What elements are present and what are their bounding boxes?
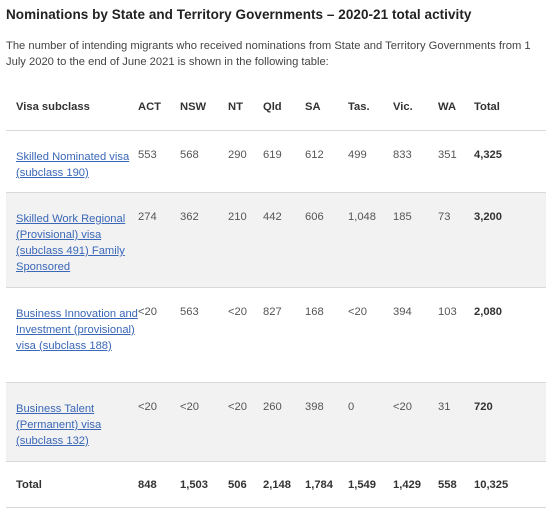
header-vic: Vic. [393, 83, 438, 131]
cell-tas: <20 [348, 306, 367, 318]
cell-sa: 168 [305, 306, 324, 318]
visa-link-subclass-491[interactable]: Skilled Work Regional (Provisional) visa… [16, 213, 126, 273]
table-row: Skilled Nominated visa (subclass 190) 55… [6, 131, 546, 193]
cell-total: 3,200 [474, 192, 546, 288]
table-row: Business Innovation and Investment (prov… [6, 288, 546, 383]
header-qld: Qld [263, 83, 305, 131]
row-label-cell: Skilled Nominated visa (subclass 190) [6, 131, 138, 193]
cell-vic: 833 [393, 149, 412, 161]
table-row: Skilled Work Regional (Provisional) visa… [6, 192, 546, 288]
nominations-table: Visa subclass ACT NSW NT Qld SA Tas. Vic… [6, 83, 546, 508]
cell-sa: 1,784 [305, 478, 333, 491]
cell-nsw: <20 [180, 382, 228, 462]
cell-nsw: 362 [180, 192, 228, 288]
cell-nsw: 563 [180, 306, 199, 318]
cell-nt: 506 [228, 478, 247, 491]
header-visa-subclass: Visa subclass [6, 83, 138, 131]
cell-sa: 612 [305, 149, 324, 161]
cell-total: 2,080 [474, 306, 502, 318]
cell-act: 553 [138, 149, 157, 161]
cell-vic: 1,429 [393, 478, 421, 491]
row-label-cell: Skilled Work Regional (Provisional) visa… [6, 192, 138, 288]
cell-nt: 290 [228, 149, 247, 161]
cell-qld: 619 [263, 149, 282, 161]
cell-nt: <20 [228, 382, 263, 462]
cell-vic: 185 [393, 192, 438, 288]
cell-nt: <20 [228, 306, 247, 318]
cell-sa: 398 [305, 382, 348, 462]
cell-total: 720 [474, 382, 546, 462]
total-row-label: Total [16, 478, 42, 491]
header-act: ACT [138, 83, 180, 131]
header-total: Total [474, 83, 546, 131]
cell-tas: 0 [348, 382, 393, 462]
cell-tas: 1,048 [348, 192, 393, 288]
header-sa: SA [305, 83, 348, 131]
cell-act: <20 [138, 382, 180, 462]
cell-nsw: 568 [180, 149, 199, 161]
header-tas: Tas. [348, 83, 393, 131]
table-total-row: Total 848 1,503 506 2,148 1,784 1,549 1,… [6, 462, 546, 508]
header-nt: NT [228, 83, 263, 131]
intro-paragraph: The number of intending migrants who rec… [6, 40, 531, 68]
cell-nsw: 1,503 [180, 478, 208, 491]
cell-vic: <20 [393, 382, 438, 462]
cell-qld: 442 [263, 192, 305, 288]
cell-vic: 394 [393, 306, 412, 318]
cell-qld: 260 [263, 382, 305, 462]
cell-tas: 1,549 [348, 478, 376, 491]
cell-grand-total: 10,325 [474, 478, 509, 491]
cell-wa: 31 [438, 382, 474, 462]
cell-total: 4,325 [474, 149, 502, 161]
visa-link-subclass-190[interactable]: Skilled Nominated visa (subclass 190) [16, 151, 130, 179]
cell-nt: 210 [228, 192, 263, 288]
table-row: Business Talent (Permanent) visa (subcla… [6, 382, 546, 462]
cell-wa: 351 [438, 149, 457, 161]
row-label-cell: Business Innovation and Investment (prov… [6, 288, 138, 383]
visa-link-subclass-188[interactable]: Business Innovation and Investment (prov… [16, 308, 138, 352]
page-title: Nominations by State and Territory Gover… [6, 7, 472, 22]
visa-link-subclass-132[interactable]: Business Talent (Permanent) visa (subcla… [16, 403, 102, 447]
row-label-cell: Business Talent (Permanent) visa (subcla… [6, 382, 138, 462]
header-nsw: NSW [180, 83, 228, 131]
cell-act: 274 [138, 192, 180, 288]
cell-tas: 499 [348, 149, 367, 161]
cell-qld: 827 [263, 306, 282, 318]
cell-act: 848 [138, 478, 157, 491]
cell-wa: 558 [438, 478, 457, 491]
cell-qld: 2,148 [263, 478, 291, 491]
cell-wa: 103 [438, 306, 457, 318]
cell-sa: 606 [305, 192, 348, 288]
cell-wa: 73 [438, 192, 474, 288]
cell-act: <20 [138, 306, 157, 318]
header-wa: WA [438, 83, 474, 131]
table-header-row: Visa subclass ACT NSW NT Qld SA Tas. Vic… [6, 83, 546, 131]
